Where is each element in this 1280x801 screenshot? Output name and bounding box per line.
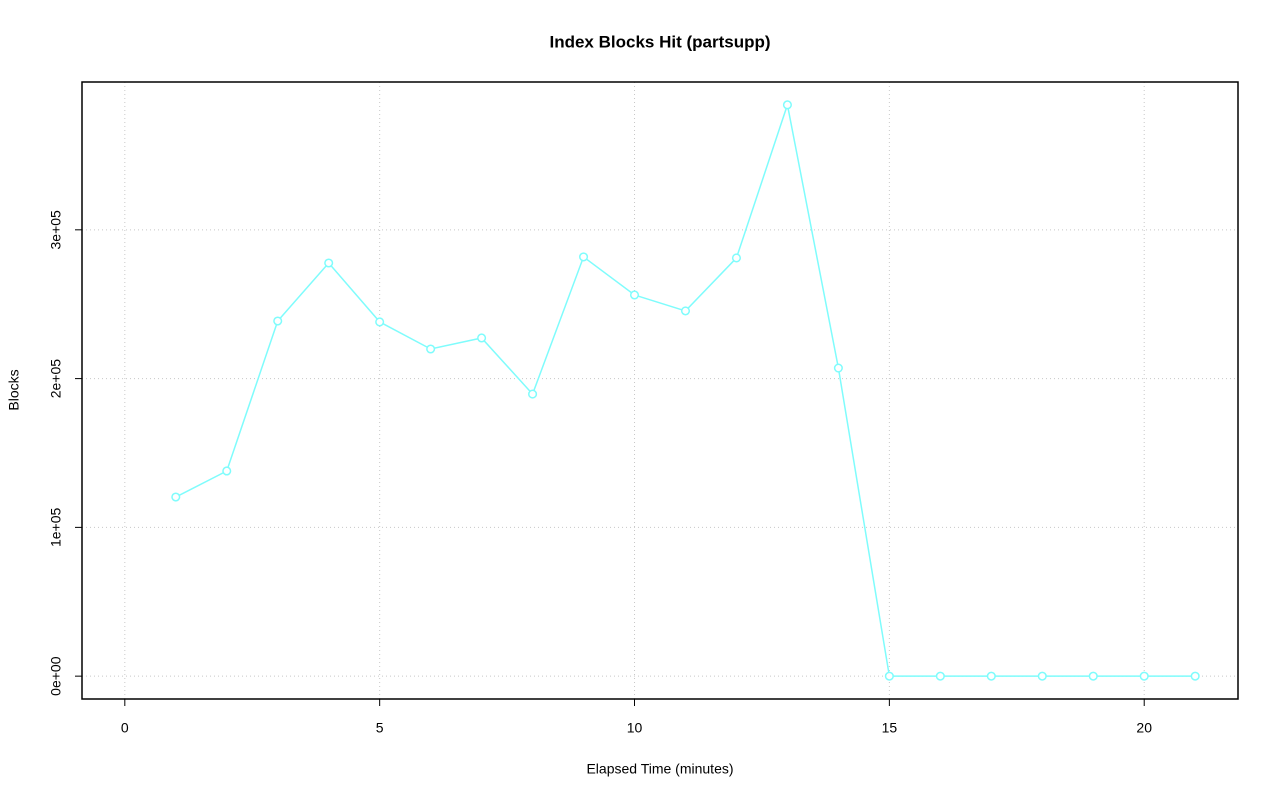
chart-title: Index Blocks Hit (partsupp) [549,32,770,51]
data-point [884,671,894,681]
x-tick-label: 5 [376,720,384,736]
data-point [1037,671,1047,681]
y-tick-label: 0e+00 [48,656,64,696]
data-point [171,492,181,502]
data-point [324,258,334,268]
data-point [629,290,640,300]
data-point [578,252,589,262]
data-point [375,317,385,327]
y-tick-label: 2e+05 [48,359,64,399]
x-axis-label: Elapsed Time (minutes) [586,761,733,777]
series-line [175,101,1196,677]
y-tick-label: 3e+05 [48,210,64,250]
data-point [833,363,843,373]
data-point [1190,671,1200,681]
data-point [1088,671,1098,681]
data-point [1139,671,1149,681]
data-point [935,671,945,681]
x-tick-label: 20 [1136,720,1152,736]
data-point [782,100,792,110]
data-point [986,671,996,681]
y-axis-label: Blocks [6,369,22,410]
data-point [528,389,538,399]
data-point [426,344,436,354]
x-tick-label: 0 [121,720,129,736]
x-tick-label: 15 [882,720,898,736]
plot-frame [81,81,1239,700]
data-point [222,466,232,476]
data-point [273,316,283,326]
data-point [731,253,742,263]
y-tick-label: 1e+05 [48,508,64,548]
x-tick-label: 10 [627,720,643,736]
data-point [477,333,487,343]
data-point [680,306,691,316]
